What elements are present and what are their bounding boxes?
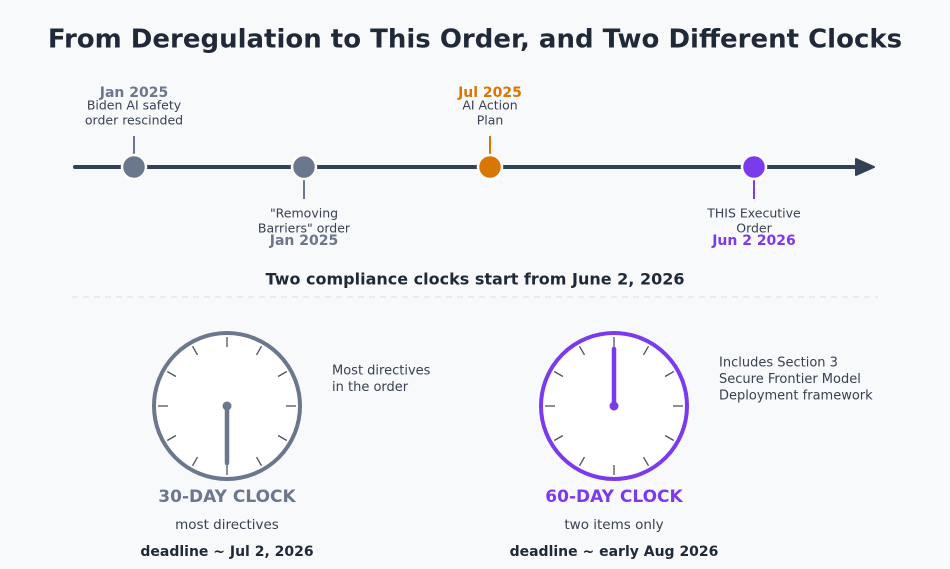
clock-note: Secure Frontier Model	[719, 372, 861, 387]
event-label: THIS Executive	[706, 206, 801, 221]
timeline-arrow	[855, 158, 875, 176]
title: From Deregulation to This Order, and Two…	[48, 25, 902, 55]
clock-tick	[578, 456, 586, 467]
clock-tick	[255, 345, 263, 356]
clock-deadline: deadline ~ Jul 2, 2026	[140, 544, 313, 560]
clock-tick	[642, 345, 650, 356]
clock-tick	[166, 370, 177, 378]
clock-tick	[255, 456, 263, 467]
clock-tick	[664, 434, 675, 442]
clock-tick	[553, 370, 564, 378]
clock-tick	[553, 434, 564, 442]
clock-center	[609, 401, 619, 411]
clock-note: in the order	[332, 380, 409, 395]
event-date: Jan 2025	[269, 233, 338, 249]
event-dot	[476, 153, 504, 181]
event-label: Biden AI safety	[87, 98, 182, 113]
clock-title: 30-DAY CLOCK	[158, 487, 296, 507]
event-dot	[740, 153, 768, 181]
event-label: Order	[736, 221, 772, 236]
subtitle: Two compliance clocks start from June 2,…	[266, 270, 685, 289]
clock-title: 60-DAY CLOCK	[545, 487, 683, 507]
clock-note: Deployment framework	[719, 389, 873, 404]
event-dot	[120, 153, 148, 181]
event-label: AI Action	[462, 98, 517, 113]
event-label: Barriers" order	[258, 221, 351, 236]
clock-tick	[277, 434, 288, 442]
clock-tick	[191, 456, 199, 467]
clock-tick	[191, 345, 199, 356]
clock-deadline: deadline ~ early Aug 2026	[510, 544, 719, 560]
event-date: Jan 2025	[99, 85, 168, 101]
clock-note: Includes Section 3	[719, 356, 838, 371]
clock-tick	[166, 434, 177, 442]
clock-scope: most directives	[175, 517, 279, 533]
clock-tick	[664, 370, 675, 378]
clock-tick	[578, 345, 586, 356]
event-date: Jun 2 2026	[711, 233, 796, 249]
event-label: "Removing	[270, 206, 338, 221]
event-label: Plan	[477, 113, 504, 128]
clock-center	[222, 401, 232, 411]
event-label: order rescinded	[85, 113, 183, 128]
clock-tick	[277, 370, 288, 378]
clock-tick	[642, 456, 650, 467]
clock-scope: two items only	[564, 517, 663, 533]
clock-note: Most directives	[332, 364, 431, 379]
event-dot	[290, 153, 318, 181]
event-date: Jul 2025	[457, 85, 522, 101]
